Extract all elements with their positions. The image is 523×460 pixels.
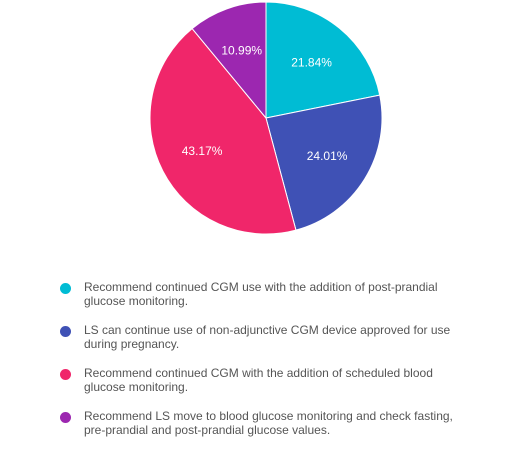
legend-item[interactable]: Recommend continued CGM use with the add… (60, 280, 460, 308)
pie-slice-label: 43.17% (182, 144, 223, 158)
legend-marker (60, 412, 71, 423)
pie-slice[interactable] (265, 94, 383, 231)
legend-item[interactable]: Recommend continued CGM with the additio… (60, 366, 460, 394)
pie-slice-label: 21.84% (291, 55, 332, 69)
legend-item[interactable]: LS can continue use of non-adjunctive CG… (60, 323, 460, 351)
legend-marker (60, 326, 71, 337)
legend-marker (60, 283, 71, 294)
pie-chart: 21.84% 24.01% 43.17% 10.99% (149, 1, 383, 235)
legend-label: Recommend LS move to blood glucose monit… (84, 409, 453, 437)
pie-slice-labels: 21.84% 24.01% 43.17% 10.99% (182, 43, 348, 163)
legend-label: Recommend continued CGM with the additio… (84, 366, 433, 394)
pie-slice-label: 10.99% (221, 43, 262, 57)
legend-marker (60, 369, 71, 380)
pie-slice[interactable] (265, 1, 381, 119)
legend-label: LS can continue use of non-adjunctive CG… (84, 323, 451, 351)
pie-slice[interactable] (149, 27, 297, 235)
pie-slice-label: 24.01% (307, 149, 348, 163)
legend-item[interactable]: Recommend LS move to blood glucose monit… (60, 409, 460, 437)
legend-label: Recommend continued CGM use with the add… (84, 280, 438, 308)
chart-legend: Recommend continued CGM use with the add… (60, 280, 460, 452)
pie-slice[interactable] (191, 1, 267, 120)
pie-slices (149, 1, 383, 235)
